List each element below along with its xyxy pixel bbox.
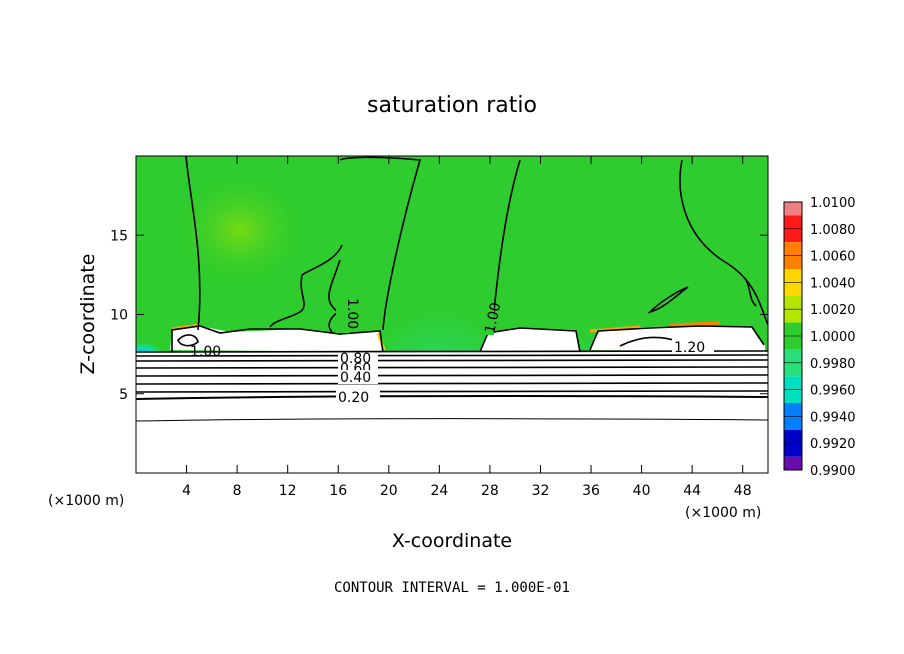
contour-line-9 [171, 325, 384, 353]
colorbar-label-1: 1.0080 [810, 223, 856, 238]
y-tick-label-2: 15 [110, 228, 128, 244]
contour-line-19 [136, 382, 768, 385]
x-tick-label-3: 16 [329, 483, 347, 499]
x-tick-label-5: 24 [430, 483, 448, 499]
field-light-patch [170, 170, 310, 290]
colorbar-swatch-6b [784, 376, 802, 390]
colorbar: 1.0100 1.0080 1.0060 1.0040 1.0020 1.0000 0.99… [783, 196, 856, 479]
colorbar-label-7: 0.9960 [810, 384, 856, 399]
contour-label-4: 1.20 [674, 340, 705, 356]
contour-line-2 [339, 156, 422, 331]
x-axis-label: X-coordinate [392, 530, 512, 552]
colorbar-label-0: 1.0100 [810, 196, 856, 211]
colorbar-swatch-3a [784, 282, 802, 296]
contour-label-1: 1.00 [344, 298, 360, 329]
contour-line-11 [589, 325, 765, 351]
colorbar-swatch-1a [784, 228, 802, 243]
x-tick-label-8: 36 [582, 483, 600, 499]
x-axis-ticks: 4 8 12 16 20 24 28 32 36 40 44 48 [182, 156, 752, 499]
colorbar-swatch-0b [784, 215, 802, 229]
contour-label-3: 1.00 [190, 344, 221, 360]
contour-line-17 [136, 366, 768, 369]
colorbar-swatch-0a [784, 202, 802, 216]
label-bg-1 [336, 299, 350, 333]
colorbar-swatch-2b [784, 269, 802, 283]
field-lower-white [136, 351, 768, 473]
colorbar-label-4: 1.0020 [810, 303, 856, 318]
label-bg-7 [338, 370, 378, 384]
colorbar-swatch-5a [784, 336, 802, 350]
contour-line-15 [136, 354, 768, 357]
contour-label-7: 0.40 [340, 370, 371, 386]
y-tick-label-0: 5 [119, 387, 128, 403]
colorbar-swatch-4b [784, 322, 802, 336]
colorbar-label-6: 0.9980 [810, 357, 856, 372]
cloud-region-2 [480, 328, 580, 352]
contour-line-7 [647, 286, 689, 314]
colorbar-swatch-4a [784, 309, 802, 323]
contour-line-14 [136, 350, 768, 353]
x-tick-label-6: 28 [481, 483, 499, 499]
colorbar-swatch-8b [784, 429, 802, 444]
colorbar-label-8: 0.9940 [810, 410, 856, 425]
y-axis-ticks: 5 10 15 [110, 228, 768, 403]
contour-interval-note: CONTOUR INTERVAL = 1.000E-01 [334, 580, 570, 596]
contour-line-4 [269, 244, 343, 328]
x-tick-label-2: 12 [279, 483, 297, 499]
colorbar-swatch-5b [784, 349, 802, 363]
colorbar-label-10: 0.9900 [810, 464, 856, 479]
x-tick-label-1: 8 [233, 483, 242, 499]
contour-line-10 [479, 327, 581, 353]
heatmap-field [136, 156, 768, 473]
contour-label-8: 0.20 [338, 390, 369, 406]
contour-labels: 1.00 1.00 1.00 1.20 0.80 0.60 0.40 0.20 [190, 298, 714, 406]
y-tick-label-1: 10 [110, 308, 128, 324]
colorbar-swatch-3b [784, 295, 802, 310]
x-unit-right: (×1000 m) [685, 505, 761, 521]
x-tick-label-11: 48 [734, 483, 752, 499]
contour-line-6 [679, 159, 768, 326]
contour-line-1 [185, 156, 201, 331]
contour-line-16 [136, 359, 768, 362]
colorbar-label-2: 1.0060 [810, 250, 856, 265]
x-tick-label-4: 20 [380, 483, 398, 499]
contour-line-20 [136, 390, 768, 393]
contour-line-21 [136, 394, 768, 400]
colorbar-label-3: 1.0040 [810, 276, 856, 291]
contour-lines [136, 156, 768, 422]
cloud-edge-orange-1 [171, 323, 201, 331]
x-tick-label-7: 32 [532, 483, 550, 499]
contour-line-8 [744, 277, 757, 307]
colorbar-swatch-7b [784, 403, 802, 417]
colorbar-swatch-8a [784, 416, 802, 430]
colorbar-swatch-2a [784, 255, 802, 269]
contour-line-22 [136, 418, 768, 422]
colorbar-label-9: 0.9920 [810, 437, 856, 452]
x-tick-label-9: 40 [633, 483, 651, 499]
colorbar-swatch-7a [784, 389, 802, 403]
contour-label-2: 1.00 [482, 301, 504, 335]
chart-title: saturation ratio [367, 93, 537, 118]
label-bg-8 [336, 390, 380, 404]
label-bg-2 [480, 305, 494, 335]
contour-line-18 [136, 374, 768, 377]
x-tick-label-10: 44 [683, 483, 701, 499]
colorbar-swatch-6a [784, 362, 802, 377]
colorbar-label-5: 1.0000 [810, 330, 856, 345]
label-bg-4 [672, 339, 714, 353]
colorbar-swatch-9a [784, 443, 802, 457]
x-unit-left: (×1000 m) [48, 493, 124, 509]
colorbar-swatch-1b [784, 242, 802, 256]
contour-line-5 [491, 159, 521, 331]
y-axis-label: Z-coordinate [77, 254, 99, 375]
x-tick-label-0: 4 [182, 483, 191, 499]
cloud-edge-red [669, 321, 721, 327]
colorbar-swatch-9b [784, 456, 802, 470]
contour-line-12 [177, 334, 199, 347]
